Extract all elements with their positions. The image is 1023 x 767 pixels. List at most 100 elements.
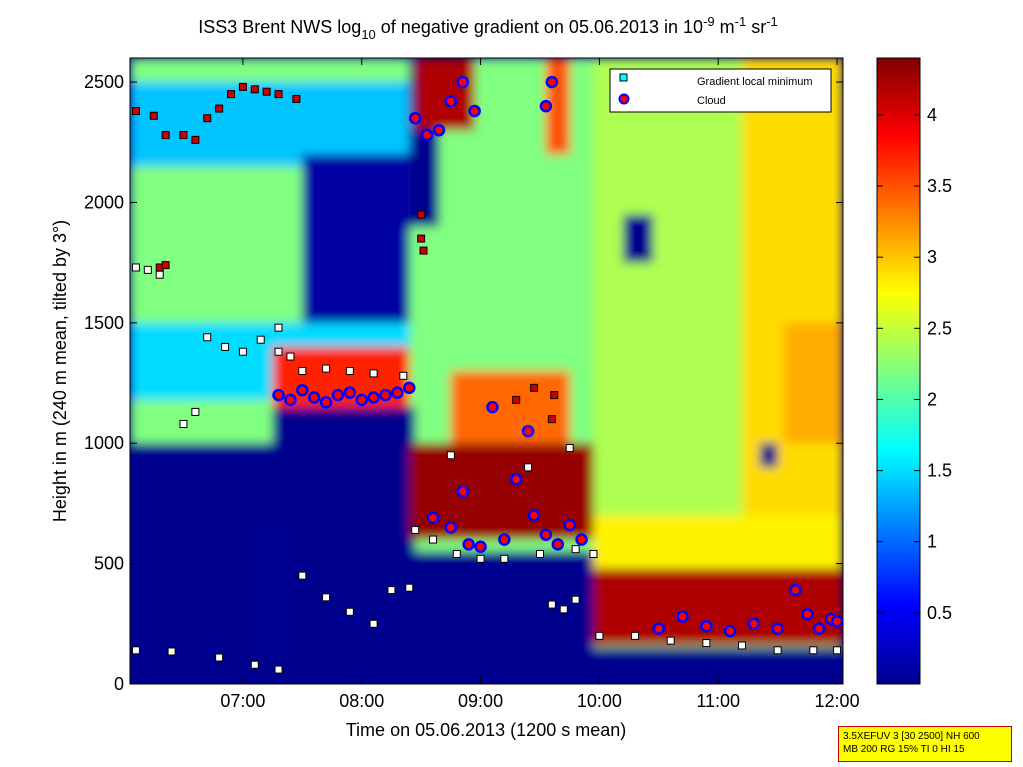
title-log-base: 10 (361, 27, 375, 42)
cloud-point (545, 75, 559, 89)
title-exp2: -1 (735, 14, 747, 29)
gradient-minimum-point (167, 647, 176, 656)
gradient-minimum-point (250, 660, 259, 669)
gradient-minimum-point (702, 639, 711, 648)
x-axis: 07:00 08:00 09:00 10:00 11:00 12:00 (220, 58, 860, 711)
gradient-minimum-point (238, 347, 247, 356)
cloud-point (307, 391, 321, 404)
title-exp3: -1 (766, 14, 778, 29)
x-tick-label: 09:00 (458, 691, 503, 711)
gradient-minimum-point (535, 549, 544, 558)
red-square-point (417, 234, 426, 243)
cloud-point (789, 583, 802, 597)
cloud-point (420, 128, 434, 142)
gradient-minimum-point (476, 554, 485, 563)
x-tick-label: 07:00 (220, 691, 265, 711)
title-unit1: m (715, 17, 735, 37)
red-square-point (547, 415, 556, 424)
field-region (130, 443, 273, 684)
y-tick-label: 2500 (84, 72, 124, 92)
colorbar-tick-label: 0.5 (927, 603, 952, 623)
markers (131, 75, 843, 674)
red-square-point (417, 210, 426, 219)
red-square-point (179, 131, 188, 140)
cloud-point (747, 617, 761, 631)
field-region (409, 443, 594, 540)
gradient-minimum-point (274, 665, 283, 674)
red-square-point (191, 135, 200, 144)
gradient-minimum-point (221, 342, 230, 351)
red-square-point (161, 131, 170, 140)
red-square-point (262, 87, 271, 96)
cloud-point (444, 521, 458, 534)
colorbar-tick-label: 3.5 (927, 176, 952, 196)
red-square-point (512, 395, 521, 404)
plot-frame (129, 57, 844, 685)
gradient-minimum-point (547, 600, 556, 609)
red-square-point (550, 391, 559, 400)
gradient-minimum-point (143, 265, 152, 274)
gradient-minimum-point (131, 646, 140, 655)
legend-marker-cloud (618, 93, 630, 105)
field-region (593, 515, 843, 569)
red-square-point (161, 261, 170, 270)
y-axis: 0 500 1000 1500 2000 2500 (84, 72, 843, 694)
red-square-point (203, 114, 212, 123)
x-tick-label: 12:00 (815, 691, 860, 711)
colorbar-tick-label: 1 (927, 532, 937, 552)
cloud-point (367, 391, 380, 404)
plot-area (130, 58, 843, 684)
x-axis-label: Time on 05.06.2013 (1200 s mean) (346, 720, 627, 740)
cloud-point (801, 607, 814, 621)
gradient-minimum-point (131, 263, 140, 272)
gradient-minimum-point (191, 407, 200, 416)
gradient-minimum-point (322, 364, 331, 373)
info-box: 3.5XEFUV 3 [30 2500] NH 600 MB 200 RG 15… (838, 726, 1012, 762)
cloud-point (391, 386, 404, 399)
cloud-point (563, 518, 576, 532)
gradient-minimum-point (565, 444, 574, 453)
red-square-point (250, 85, 259, 94)
gradient-minimum-point (411, 525, 420, 534)
cloud-point (408, 111, 422, 125)
field-region (415, 58, 475, 131)
field-region (450, 371, 570, 444)
gradient-minimum-point (345, 607, 354, 616)
colorbar-tick-label: 3 (927, 247, 937, 267)
red-square-point (274, 90, 283, 99)
cloud-point (812, 622, 826, 635)
cloud-point (830, 615, 843, 628)
cloud-point (652, 622, 666, 635)
colorbar-ticks: 0.5 1 1.5 2 2.5 3 3.5 4 (877, 105, 952, 623)
colorbar-tick-label: 2.5 (927, 318, 952, 338)
chart-title: ISS3 Brent NWS log10 of negative gradien… (198, 14, 778, 42)
gradient-minimum-point (298, 571, 307, 580)
x-tick-label: 11:00 (696, 691, 740, 711)
gradient-minimum-point (286, 352, 295, 361)
cloud-point (319, 396, 333, 409)
field-region (623, 214, 653, 263)
y-tick-label: 500 (94, 554, 124, 574)
gradient-minimum-point (500, 554, 509, 563)
red-square-point (215, 104, 224, 113)
gradient-minimum-point (345, 367, 354, 375)
info-line-1: 3.5XEFUV 3 [30 2500] NH 600 (843, 731, 980, 742)
x-tick-label: 10:00 (577, 691, 622, 711)
info-line-2: MB 200 RG 15% TI 0 HI 15 (843, 744, 965, 755)
red-square-point (238, 82, 247, 91)
colorbar-tick-label: 1.5 (927, 461, 952, 481)
cloud-point (575, 533, 588, 546)
legend-label-gradient-minimum: Gradient local minimum (697, 76, 813, 88)
cloud-point (474, 540, 487, 554)
gradient-minimum-point (589, 549, 598, 558)
cloud-point (331, 388, 345, 402)
x-tick-label: 08:00 (339, 691, 384, 711)
cloud-point (343, 386, 357, 399)
colorbar-gradient (876, 57, 921, 685)
red-square-point (131, 106, 140, 115)
gradient-minimum-point (322, 593, 331, 602)
cloud-point (521, 424, 535, 438)
gradient-minimum-point (559, 605, 568, 614)
field-region (759, 443, 778, 468)
gradient-minimum-point (571, 545, 580, 554)
